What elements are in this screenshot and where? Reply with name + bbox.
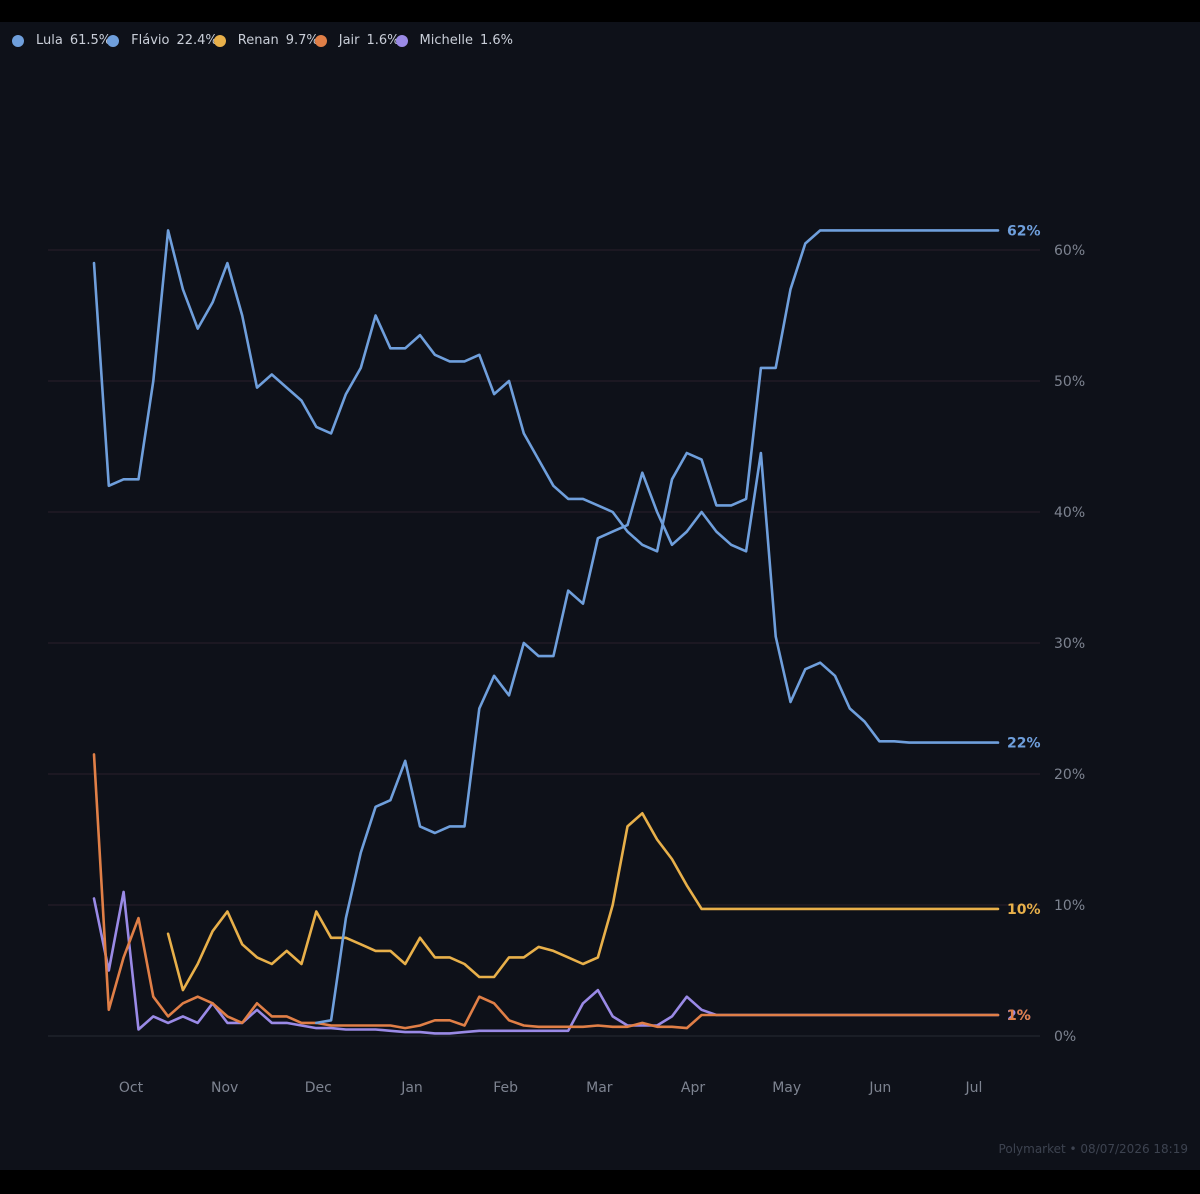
legend-label: Jair: [338, 33, 360, 48]
legend-value: 1.6%: [366, 33, 400, 48]
legend-value: 1.6%: [479, 33, 513, 48]
line-chart: 0% 10% 20% 30% 40% 50% 60% Oct Nov Dec Jan Feb Mar Ap…: [48, 223, 1085, 1096]
chart-frame: Lula 61.5% Flávio 22.4% Renan 9.7% Jair …: [0, 22, 1200, 1170]
legend-label: Lula: [36, 33, 63, 48]
x-tick-label: Mar: [586, 1080, 613, 1096]
series-line-renan: [166, 812, 1000, 992]
end-label: 1%: [1007, 1008, 1031, 1024]
x-tick-label: Jun: [868, 1080, 891, 1096]
legend-dot: [107, 34, 120, 47]
x-tick-label: Oct: [119, 1080, 144, 1096]
y-tick-label: 40%: [1054, 505, 1085, 521]
legend-dot: [213, 34, 226, 47]
legend-item-flavio[interactable]: Flávio 22.4%: [107, 33, 218, 48]
legend-value: 22.4%: [176, 33, 218, 48]
end-label: 22%: [1007, 736, 1041, 752]
x-tick-label: Jan: [400, 1080, 423, 1096]
x-tick-label: May: [772, 1080, 801, 1096]
legend-value: 9.7%: [285, 33, 319, 48]
series-line-michelle: [92, 890, 1000, 1035]
x-tick-label: Apr: [681, 1080, 705, 1096]
x-tick-label: Jul: [965, 1080, 983, 1096]
legend-item-jair[interactable]: Jair 1.6%: [314, 33, 400, 48]
y-tick-label: 50%: [1054, 374, 1085, 390]
legend-label: Flávio: [131, 33, 170, 48]
legend-item-lula[interactable]: Lula 61.5%: [12, 33, 111, 48]
legend-dot: [12, 34, 24, 47]
legend-dot: [314, 34, 327, 47]
x-tick-label: Dec: [305, 1080, 332, 1096]
y-tick-label: 30%: [1054, 636, 1085, 652]
legend-label: Renan: [237, 33, 279, 48]
legend-value: 61.5%: [69, 33, 112, 48]
legend-item-renan[interactable]: Renan 9.7%: [213, 33, 319, 48]
series-line-flvio: [315, 451, 1000, 1025]
y-tick-label: 0%: [1054, 1029, 1076, 1045]
x-tick-label: Nov: [211, 1080, 238, 1096]
x-tick-label: Feb: [493, 1080, 518, 1096]
series-line-jair: [92, 753, 1000, 1030]
series-line-lula: [92, 229, 1000, 553]
legend-item-michelle[interactable]: Michelle 1.6%: [395, 33, 513, 48]
y-tick-label: 10%: [1054, 898, 1085, 914]
chart-legend: Lula 61.5% Flávio 22.4% Renan 9.7% Jair …: [12, 33, 513, 48]
end-label: 10%: [1007, 902, 1041, 918]
legend-label: Michelle: [419, 33, 473, 48]
end-label: 62%: [1007, 223, 1041, 239]
footer-source: Polymarket • 08/07/2026 18:19: [998, 1142, 1188, 1156]
legend-dot: [395, 34, 408, 47]
y-tick-label: 20%: [1054, 767, 1085, 783]
end-label: 2%: [1007, 1008, 1031, 1024]
y-tick-label: 60%: [1054, 243, 1085, 259]
